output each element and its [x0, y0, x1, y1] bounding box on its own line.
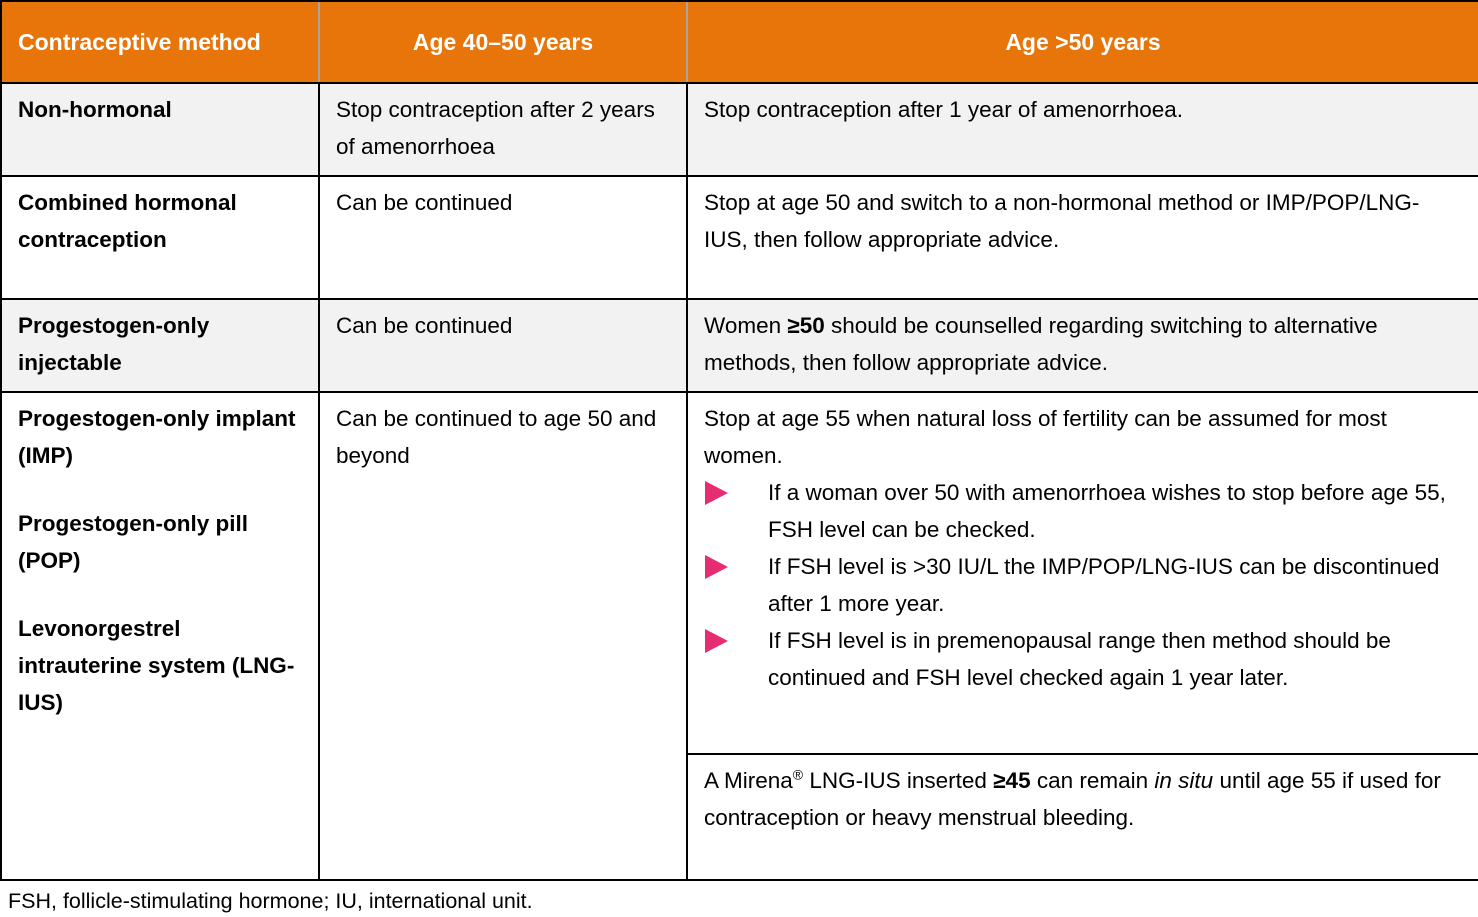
- method-name: Levonorgestrel intrauterine system (LNG-…: [18, 616, 295, 715]
- age-40-50-cell: Can be continued: [318, 175, 688, 300]
- text-segment-bold: ≥50: [787, 313, 825, 338]
- text-segment: A Mirena: [704, 768, 793, 793]
- column-header-method: Contraceptive method: [0, 0, 319, 84]
- age-40-50-cell: Can be continued to age 50 and beyond: [318, 391, 688, 881]
- bullet-text: If FSH level is >30 IU/L the IMP/POP/LNG…: [768, 554, 1440, 616]
- bullet-item: If FSH level is in premenopausal range t…: [704, 622, 1462, 696]
- table-row-non-hormonal: Non-hormonal Stop contraception after 2 …: [0, 82, 1478, 177]
- text-segment: can remain: [1030, 768, 1155, 793]
- age-over-50-cell: Stop contraception after 1 year of ameno…: [686, 82, 1478, 177]
- text-segment: until age 55 if used for contraception o…: [704, 768, 1441, 830]
- method-cell: Progestogen-only implant (IMP) Progestog…: [0, 391, 320, 881]
- abbreviations-footnote: FSH, follicle-stimulating hormone; IU, i…: [8, 889, 533, 913]
- age-40-50-cell: Stop contraception after 2 years of amen…: [318, 82, 688, 177]
- method-name: Progestogen-only pill (POP): [18, 511, 249, 573]
- header-row: Contraceptive method Age 40–50 years Age…: [0, 0, 1478, 84]
- column-header-age-over-50: Age >50 years: [686, 0, 1478, 84]
- triangle-bullet-icon: [705, 555, 728, 579]
- cell-intro-text: Stop at age 55 when natural loss of fert…: [704, 406, 1387, 468]
- table-row-combined-hormonal: Combined hormonal contraception Can be c…: [0, 175, 1478, 300]
- age-40-50-cell: Can be continued: [318, 298, 688, 393]
- bullet-item: If FSH level is >30 IU/L the IMP/POP/LNG…: [704, 548, 1462, 622]
- bullet-text: If a woman over 50 with amenorrhoea wish…: [768, 480, 1446, 542]
- bullet-item: If a woman over 50 with amenorrhoea wish…: [704, 474, 1462, 548]
- table-row-implant-pop-lngius: Progestogen-only implant (IMP) Progestog…: [0, 391, 1478, 881]
- age-over-50-cell: Stop at age 50 and switch to a non-hormo…: [686, 175, 1478, 300]
- triangle-bullet-icon: [705, 481, 728, 505]
- age-over-50-cell-lower: A Mirena® LNG-IUS inserted ≥45 can remai…: [686, 753, 1478, 881]
- registered-trademark-symbol: ®: [792, 766, 804, 783]
- bullet-text: If FSH level is in premenopausal range t…: [768, 628, 1391, 690]
- method-cell: Non-hormonal: [0, 82, 320, 177]
- method-cell: Combined hormonal contraception: [0, 175, 320, 300]
- age-over-50-cell: Women ≥50 should be counselled regarding…: [686, 298, 1478, 393]
- contraceptive-advice-table: Contraceptive method Age 40–50 years Age…: [0, 0, 1478, 881]
- table-row-mirena-note: A Mirena® LNG-IUS inserted ≥45 can remai…: [1, 753, 1478, 881]
- text-segment-italic: in situ: [1154, 768, 1214, 793]
- table-row-injectable: Progestogen-only injectable Can be conti…: [0, 298, 1478, 393]
- text-segment: Women: [704, 313, 788, 338]
- text-segment: LNG-IUS inserted: [803, 768, 994, 793]
- text-segment: should be counselled regarding switching…: [704, 313, 1378, 375]
- method-name: Progestogen-only implant (IMP): [18, 406, 296, 468]
- triangle-bullet-icon: [705, 629, 728, 653]
- age-over-50-cell-upper: Stop at age 55 when natural loss of fert…: [686, 391, 1478, 755]
- column-header-age-40-50: Age 40–50 years: [318, 0, 687, 84]
- text-segment-bold: ≥45: [993, 768, 1031, 793]
- method-cell: Progestogen-only injectable: [0, 298, 320, 393]
